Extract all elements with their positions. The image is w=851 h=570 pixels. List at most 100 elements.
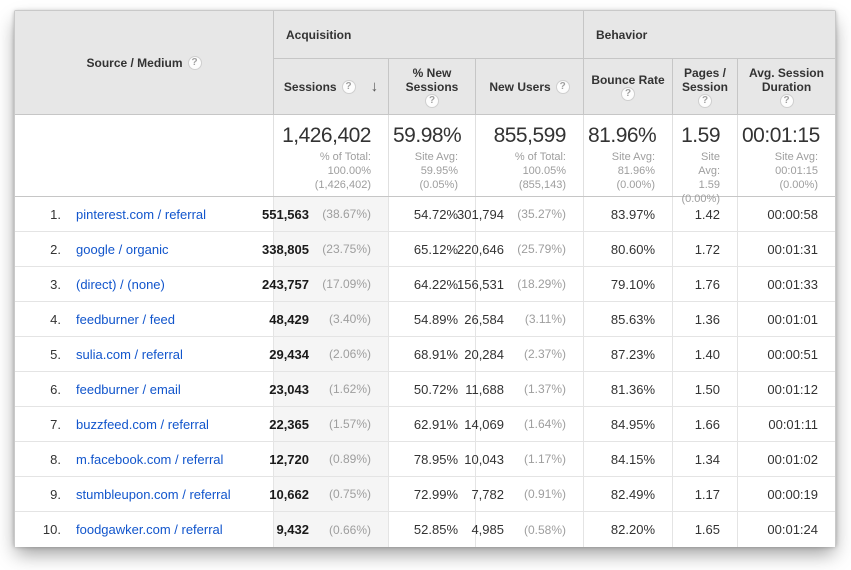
source-medium-link[interactable]: stumbleupon.com / referral (76, 486, 231, 502)
column-header-source-medium[interactable]: Source / Medium ? (15, 11, 273, 115)
bounce-rate-cell: 85.63% (583, 302, 672, 336)
bounce-rate-label: Bounce Rate (591, 72, 665, 87)
sessions-percent: (3.40%) (328, 312, 371, 326)
column-header-pct-new-sessions[interactable]: % New Sessions ? (388, 59, 475, 115)
pages-session-cell: 1.17 (672, 477, 737, 511)
source-medium-link[interactable]: buzzfeed.com / referral (76, 416, 209, 432)
source-medium-cell: 5. sulia.com / referral (15, 337, 273, 371)
new-users-value: 220,646 (457, 241, 504, 257)
bounce-rate-cell: 80.60% (583, 232, 672, 266)
help-icon[interactable]: ? (698, 93, 712, 108)
avg-duration-value: 00:01:12 (767, 381, 818, 397)
avg-duration-value: 00:01:24 (767, 522, 818, 537)
sessions-percent: (1.62%) (328, 382, 371, 396)
pct-new-sessions-cell: 52.85% (388, 512, 475, 547)
new-users-cell: 220,646 (25.79%) (457, 232, 583, 266)
sessions-percent: (0.66%) (328, 522, 371, 537)
avg-duration-value: 00:00:58 (767, 206, 818, 222)
new-users-percent: (1.64%) (523, 417, 566, 431)
summary-pages-session-sub: Site Avg: 1.59 (0.00%) (681, 151, 720, 205)
pct-new-sessions-value: 64.22% (413, 276, 458, 292)
pct-new-sessions-value: 78.95% (413, 451, 458, 467)
pct-new-sessions-value: 54.72% (413, 206, 458, 222)
bounce-rate-value: 79.10% (610, 276, 655, 292)
help-icon[interactable]: ? (187, 55, 202, 70)
sessions-cell: 12,720 (0.89%) (269, 442, 388, 476)
sessions-value: 243,757 (262, 276, 309, 292)
avg-session-duration-label: Avg. Session Duration (749, 65, 824, 94)
sessions-percent: (1.57%) (328, 417, 371, 431)
help-icon[interactable]: ? (425, 93, 439, 108)
new-users-cell: 10,043 (1.17%) (464, 442, 583, 476)
source-medium-link[interactable]: foodgawker.com / referral (76, 522, 223, 537)
row-rank: 6. (50, 381, 61, 397)
source-medium-cell: 4. feedburner / feed (15, 302, 273, 336)
avg-duration-cell: 00:00:19 (737, 477, 835, 511)
row-rank: 10. (42, 522, 61, 537)
bounce-rate-cell: 84.15% (583, 442, 672, 476)
help-icon[interactable]: ? (341, 79, 356, 94)
summary-pct-new-sessions-sub: Site Avg: 59.95% (0.05%) (414, 151, 458, 191)
sessions-percent: (0.89%) (328, 452, 371, 466)
new-users-value: 26,584 (464, 311, 504, 327)
pct-new-sessions-value: 62.91% (413, 416, 458, 432)
source-medium-link[interactable]: pinterest.com / referral (76, 206, 207, 222)
sessions-label: Sessions (283, 79, 337, 94)
sessions-value: 22,365 (269, 416, 309, 432)
sessions-percent: (38.67%) (322, 207, 371, 221)
bounce-rate-value: 83.97% (610, 206, 655, 222)
pct-new-sessions-value: 52.85% (413, 522, 458, 537)
summary-sessions-sub: % of Total: 100.00% (1,426,402) (314, 151, 371, 191)
new-users-value: 301,794 (457, 206, 504, 222)
bounce-rate-cell: 87.23% (583, 337, 672, 371)
pct-new-sessions-value: 65.12% (413, 241, 458, 257)
avg-duration-value: 00:00:19 (767, 486, 818, 502)
help-icon[interactable]: ? (779, 93, 794, 108)
source-medium-link[interactable]: feedburner / email (76, 381, 181, 397)
sessions-value: 23,043 (269, 381, 309, 397)
summary-sessions: 1,426,402 % of Total: 100.00% (1,426,402… (273, 115, 388, 196)
new-users-value: 11,688 (465, 381, 504, 397)
sessions-cell: 48,429 (3.40%) (269, 302, 388, 336)
help-icon[interactable]: ? (555, 79, 570, 94)
sort-descending-icon[interactable]: ↓ (370, 77, 379, 95)
sessions-cell: 338,805 (23.75%) (262, 232, 388, 266)
pct-new-sessions-value: 68.91% (413, 346, 458, 362)
pages-session-cell: 1.50 (672, 372, 737, 406)
sessions-cell: 243,757 (17.09%) (262, 267, 388, 301)
pages-session-cell: 1.72 (672, 232, 737, 266)
source-medium-link[interactable]: google / organic (76, 241, 169, 257)
avg-duration-cell: 00:01:11 (737, 407, 835, 441)
pct-new-sessions-cell: 62.91% (388, 407, 475, 441)
pct-new-sessions-cell: 68.91% (388, 337, 475, 371)
sessions-value: 29,434 (269, 346, 309, 362)
summary-bounce-rate: 81.96% Site Avg: 81.96% (0.00%) (583, 115, 672, 196)
source-medium-link[interactable]: feedburner / feed (76, 311, 176, 327)
new-users-cell: 156,531 (18.29%) (457, 267, 583, 301)
new-users-value: 156,531 (457, 276, 504, 292)
column-header-pages-session[interactable]: Pages / Session ? (672, 59, 737, 115)
column-header-sessions[interactable]: Sessions ? ↓ (273, 59, 388, 115)
acquisition-label: Acquisition (286, 27, 352, 42)
source-medium-link[interactable]: sulia.com / referral (76, 346, 183, 362)
avg-duration-cell: 00:01:02 (737, 442, 835, 476)
column-header-new-users[interactable]: New Users ? (475, 59, 583, 115)
column-header-bounce-rate[interactable]: Bounce Rate ? (583, 59, 672, 115)
summary-bounce-rate-value: 81.96% (588, 124, 657, 147)
source-medium-link[interactable]: (direct) / (none) (76, 276, 165, 292)
help-icon[interactable]: ? (621, 86, 635, 101)
pages-session-value: 1.76 (694, 276, 720, 292)
source-medium-link[interactable]: m.facebook.com / referral (76, 451, 224, 467)
avg-duration-cell: 00:01:31 (737, 232, 835, 266)
new-users-percent: (18.29%) (517, 277, 566, 291)
section-headers: Acquisition Behavior (273, 11, 835, 58)
sessions-value: 338,805 (262, 241, 309, 257)
table-row: 7. buzzfeed.com / referral 22,365 (1.57%… (15, 407, 835, 442)
column-header-avg-session-duration[interactable]: Avg. Session Duration ? (737, 59, 835, 115)
new-users-cell: 7,782 (0.91%) (471, 477, 583, 511)
avg-duration-cell: 00:01:12 (737, 372, 835, 406)
pct-new-sessions-cell: 54.89% (388, 302, 475, 336)
summary-pages-session-value: 1.59 (681, 124, 720, 147)
summary-pct-new-sessions-value: 59.98% (393, 124, 462, 147)
source-medium-cell: 9. stumbleupon.com / referral (15, 477, 273, 511)
